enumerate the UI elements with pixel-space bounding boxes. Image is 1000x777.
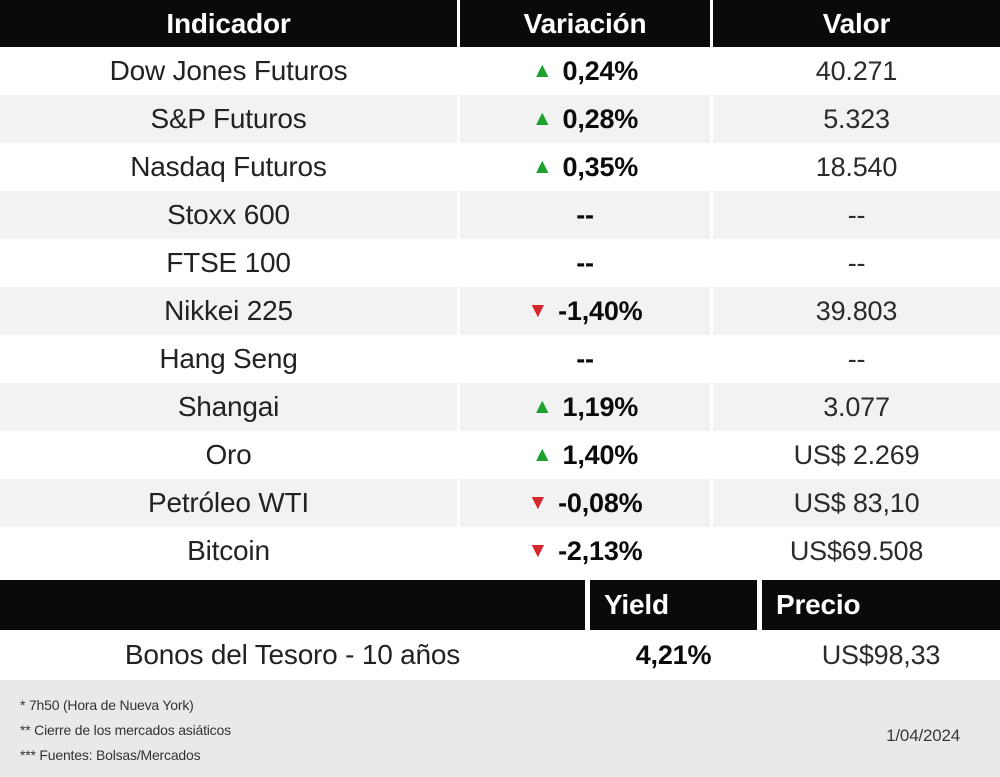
variation-text: -- (576, 343, 594, 374)
bonds-price-value: US$98,33 (821, 639, 941, 670)
indicator-value: -- (710, 191, 1000, 239)
table-row: Shangai ▲ 1,19% 3.077 (0, 383, 1000, 431)
indicator-label: S&P Futuros (150, 103, 307, 134)
column-header-variacion: Variación (457, 0, 710, 47)
indicator-label: Bitcoin (187, 535, 270, 566)
column-header-valor: Valor (710, 0, 1000, 47)
variation-text: -- (576, 247, 594, 278)
footnote: * 7h50 (Hora de Nueva York) (20, 697, 194, 713)
down-arrow-icon: ▼ (527, 298, 549, 322)
indicator-label: Nikkei 225 (164, 295, 293, 326)
indicators-table-body: Dow Jones Futuros ▲ 0,24% 40.271 S&P Futuros… (0, 47, 1000, 575)
variation-text: 0,35% (562, 151, 639, 182)
variation-value: ▲ 0,28% (457, 95, 710, 143)
up-arrow-icon: ▲ (531, 442, 553, 466)
indicator-label: Hang Seng (159, 343, 298, 374)
table-row: S&P Futuros ▲ 0,28% 5.323 (0, 95, 1000, 143)
table-row: Petróleo WTI ▼ -0,08% US$ 83,10 (0, 479, 1000, 527)
indicator-value: 3.077 (710, 383, 1000, 431)
footer: * 7h50 (Hora de Nueva York) ** Cierre de … (0, 680, 1000, 777)
table-row: Dow Jones Futuros ▲ 0,24% 40.271 (0, 47, 1000, 95)
variation-text: 1,19% (562, 391, 639, 422)
indicator-value: -- (710, 335, 1000, 383)
variation-value: -- (457, 335, 710, 383)
indicator-value: 40.271 (710, 47, 1000, 95)
indicator-label: Nasdaq Futuros (130, 151, 327, 182)
variation-value: ▼ -2,13% (457, 527, 710, 575)
variation-value: ▲ 1,19% (457, 383, 710, 431)
variation-text: -2,13% (558, 535, 643, 566)
variation-value: ▲ 0,35% (457, 143, 710, 191)
indicator-value: 18.540 (710, 143, 1000, 191)
column-header-indicador: Indicador (166, 7, 291, 39)
bonds-table-header: Yield Precio (0, 580, 1000, 630)
column-header-precio: Precio (757, 580, 1000, 630)
table-row: Bitcoin ▼ -2,13% US$69.508 (0, 527, 1000, 575)
bonds-label: Bonos del Tesoro - 10 años (124, 639, 461, 670)
up-arrow-icon: ▲ (531, 154, 553, 178)
indicator-value: 39.803 (710, 287, 1000, 335)
up-arrow-icon: ▲ (531, 106, 553, 130)
variation-text: 1,40% (562, 439, 639, 470)
variation-value: -- (457, 239, 710, 287)
variation-value: ▲ 0,24% (457, 47, 710, 95)
indicator-label: Shangai (177, 391, 280, 422)
variation-value: -- (457, 191, 710, 239)
variation-value: ▼ -0,08% (457, 479, 710, 527)
up-arrow-icon: ▲ (531, 394, 553, 418)
table-divider (0, 575, 1000, 580)
variation-text: -0,08% (558, 487, 643, 518)
table-row: Oro ▲ 1,40% US$ 2.269 (0, 431, 1000, 479)
indicators-table-header: Indicador Variación Valor (0, 0, 1000, 47)
indicator-value: US$ 2.269 (710, 431, 1000, 479)
bonds-yield-value: 4,21% (635, 639, 712, 670)
bonds-header-empty-cell (0, 580, 585, 630)
variation-value: ▼ -1,40% (457, 287, 710, 335)
variation-text: -1,40% (558, 295, 643, 326)
variation-text: 0,24% (562, 55, 639, 86)
column-header-yield: Yield (585, 580, 757, 630)
indicator-label: Dow Jones Futuros (109, 55, 348, 86)
indicator-label: Oro (205, 439, 252, 470)
variation-text: -- (576, 199, 594, 230)
indicator-label: Petróleo WTI (148, 487, 309, 518)
table-row: Hang Seng -- -- (0, 335, 1000, 383)
footnote: ** Cierre de los mercados asiáticos (20, 722, 231, 738)
indicator-value: 5.323 (710, 95, 1000, 143)
date-label: 1/04/2024 (886, 725, 960, 745)
indicator-value: US$ 83,10 (710, 479, 1000, 527)
indicator-value: US$69.508 (710, 527, 1000, 575)
indicator-value: -- (710, 239, 1000, 287)
table-row: Nikkei 225 ▼ -1,40% 39.803 (0, 287, 1000, 335)
down-arrow-icon: ▼ (527, 490, 549, 514)
table-row: Nasdaq Futuros ▲ 0,35% 18.540 (0, 143, 1000, 191)
table-row: Stoxx 600 -- -- (0, 191, 1000, 239)
indicator-label: Stoxx 600 (167, 199, 290, 230)
table-row: FTSE 100 -- -- (0, 239, 1000, 287)
variation-text: 0,28% (562, 103, 639, 134)
down-arrow-icon: ▼ (527, 538, 549, 562)
bonds-row: Bonos del Tesoro - 10 años 4,21% US$98,3… (0, 630, 1000, 680)
footnotes: * 7h50 (Hora de Nueva York) ** Cierre de … (20, 689, 231, 768)
indicator-label: FTSE 100 (166, 247, 291, 278)
variation-value: ▲ 1,40% (457, 431, 710, 479)
up-arrow-icon: ▲ (531, 58, 553, 82)
footnote: *** Fuentes: Bolsas/Mercados (20, 747, 201, 763)
